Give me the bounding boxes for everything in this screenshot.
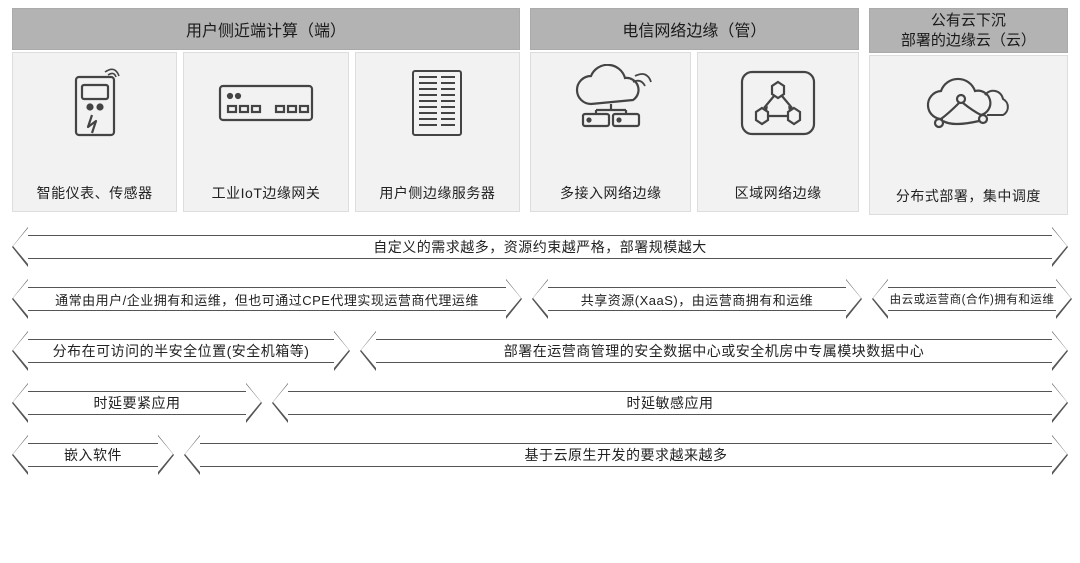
category-header-line2: 部署的边缘云（云） xyxy=(874,31,1063,51)
arrow: 时延要紧应用 xyxy=(12,383,262,423)
card-server: 用户侧边缘服务器 xyxy=(355,52,520,212)
category-header: 电信网络边缘（管） xyxy=(530,8,859,50)
category-body: 分布式部署，集中调度 xyxy=(869,55,1068,215)
cloud-dist-icon xyxy=(913,66,1023,146)
card-cloud-multi: 多接入网络边缘 xyxy=(530,52,691,212)
arrow: 通常由用户/企业拥有和运维，但也可通过CPE代理实现运营商代理运维 xyxy=(12,279,522,319)
arrow: 共享资源(XaaS)，由运营商拥有和运维 xyxy=(532,279,862,319)
meter-icon xyxy=(68,63,122,143)
arrow: 部署在运营商管理的安全数据中心或安全机房中专属模块数据中心 xyxy=(360,331,1068,371)
arrow-text: 共享资源(XaaS)，由运营商拥有和运维 xyxy=(581,290,813,309)
arrow: 自定义的需求越多，资源约束越严格，部署规模越大 xyxy=(12,227,1068,267)
arrow: 时延敏感应用 xyxy=(272,383,1068,423)
card-cloud-region: 区域网络边缘 xyxy=(697,52,858,212)
category-body: 多接入网络边缘 区域网络边缘 xyxy=(530,52,859,212)
arrow-text: 自定义的需求越多，资源约束越严格，部署规模越大 xyxy=(373,237,707,257)
arrow-section: 自定义的需求越多，资源约束越严格，部署规模越大 通常由用户/企业拥有和运维，但也… xyxy=(12,227,1068,475)
category-user-edge: 用户侧近端计算（端） 智能仪表、传感器 xyxy=(12,8,520,215)
arrow: 由云或运营商(合作)拥有和运维 xyxy=(872,279,1072,319)
card-label: 用户侧边缘服务器 xyxy=(379,183,495,203)
arrow-text: 嵌入软件 xyxy=(64,445,122,465)
card-cloud-dist: 分布式部署，集中调度 xyxy=(869,55,1068,215)
arrow-row-4: 时延要紧应用 时延敏感应用 xyxy=(12,383,1068,423)
cloud-multi-icon xyxy=(563,63,659,143)
arrow-row-1: 自定义的需求越多，资源约束越严格，部署规模越大 xyxy=(12,227,1068,267)
card-label: 智能仪表、传感器 xyxy=(37,183,153,203)
category-telecom-edge: 电信网络边缘（管） xyxy=(530,8,859,215)
server-icon xyxy=(407,63,467,143)
arrow-text: 由云或运营商(合作)拥有和运维 xyxy=(890,291,1055,307)
category-public-cloud: 公有云下沉 部署的边缘云（云） 分布式部署，集中调 xyxy=(869,8,1068,215)
card-label: 区域网络边缘 xyxy=(735,183,822,203)
arrow-text: 部署在运营商管理的安全数据中心或安全机房中专属模块数据中心 xyxy=(504,341,925,361)
category-header: 公有云下沉 部署的边缘云（云） xyxy=(869,8,1068,53)
category-header-line1: 公有云下沉 xyxy=(874,11,1063,31)
gateway-icon xyxy=(216,63,316,143)
arrow-text: 分布在可访问的半安全位置(安全机箱等) xyxy=(53,341,310,361)
arrow-row-3: 分布在可访问的半安全位置(安全机箱等) 部署在运营商管理的安全数据中心或安全机房… xyxy=(12,331,1068,371)
category-header: 用户侧近端计算（端） xyxy=(12,8,520,50)
arrow-row-2: 通常由用户/企业拥有和运维，但也可通过CPE代理实现运营商代理运维 共享资源(X… xyxy=(12,279,1068,319)
arrow-text: 基于云原生开发的要求越来越多 xyxy=(525,445,728,465)
card-label: 分布式部署，集中调度 xyxy=(896,186,1041,206)
card-label: 多接入网络边缘 xyxy=(560,183,662,203)
cloud-region-icon xyxy=(734,63,822,143)
arrow: 嵌入软件 xyxy=(12,435,174,475)
card-meter: 智能仪表、传感器 xyxy=(12,52,177,212)
arrow: 基于云原生开发的要求越来越多 xyxy=(184,435,1068,475)
arrow: 分布在可访问的半安全位置(安全机箱等) xyxy=(12,331,350,371)
arrow-text: 时延要紧应用 xyxy=(94,393,181,413)
arrow-text: 时延敏感应用 xyxy=(627,393,714,413)
arrow-text: 通常由用户/企业拥有和运维，但也可通过CPE代理实现运营商代理运维 xyxy=(55,290,479,309)
arrow-row-5: 嵌入软件 基于云原生开发的要求越来越多 xyxy=(12,435,1068,475)
card-gateway: 工业IoT边缘网关 xyxy=(183,52,348,212)
category-row: 用户侧近端计算（端） 智能仪表、传感器 xyxy=(12,8,1068,215)
card-label: 工业IoT边缘网关 xyxy=(212,183,321,203)
category-body: 智能仪表、传感器 工业IoT边缘网关 xyxy=(12,52,520,212)
